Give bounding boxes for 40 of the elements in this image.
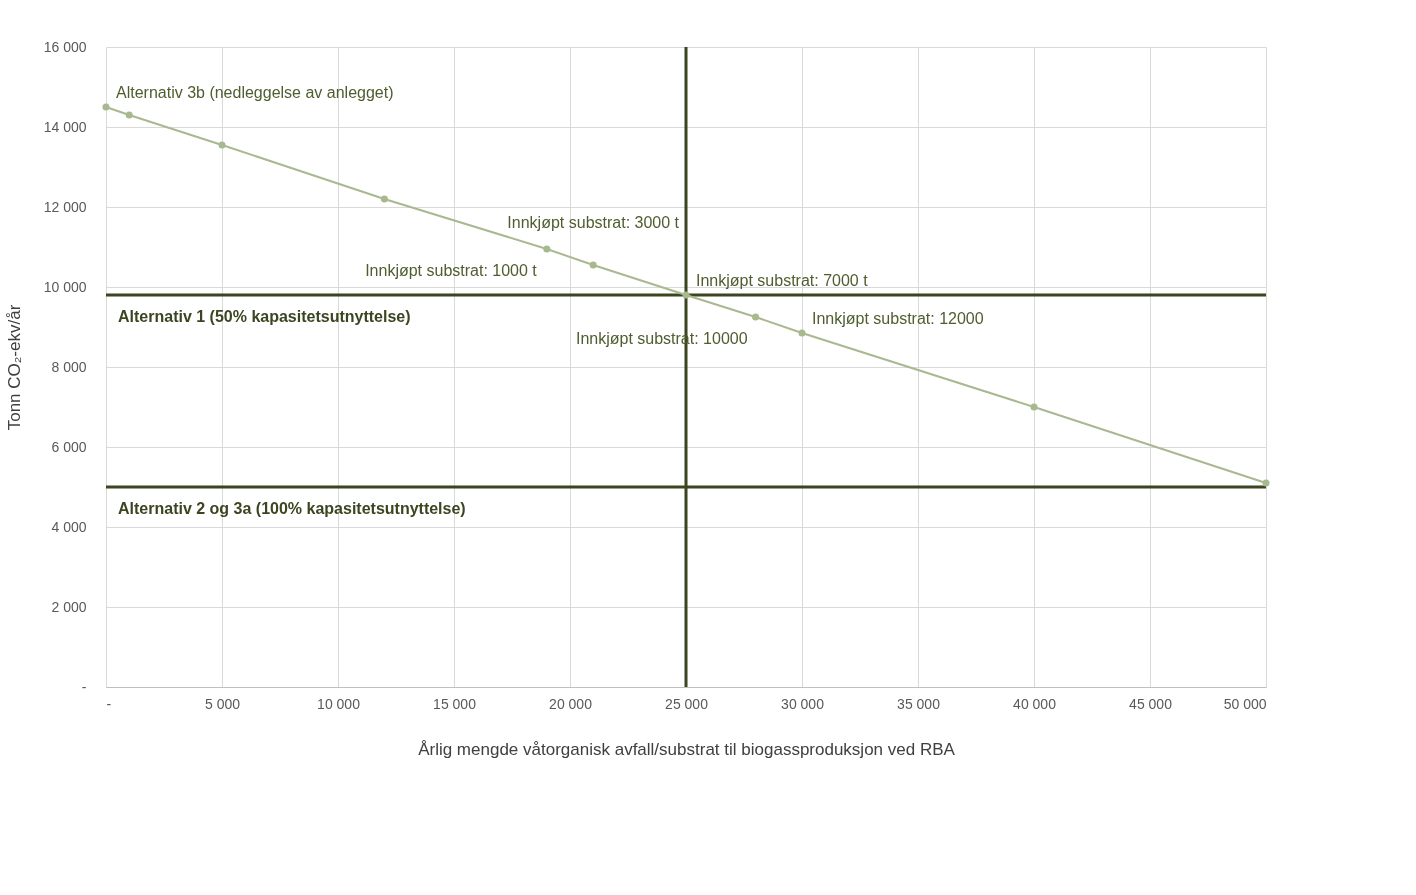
x-tick-label: 30 000: [781, 695, 825, 712]
y-tick-label: -: [81, 678, 87, 695]
annotation: Alternativ 3b (nedleggelse av anlegget): [116, 84, 394, 101]
point: [589, 261, 597, 269]
y-axis-title: Tonn CO₂-ekv/år: [4, 304, 24, 431]
x-tick-label: 25 000: [665, 695, 709, 712]
annotation: Innkjøpt substrat: 1000 t: [365, 262, 538, 279]
point: [1030, 403, 1038, 411]
point: [682, 291, 690, 299]
point: [125, 111, 133, 119]
ref-line-label: Alternativ 2 og 3a (100% kapasitetsutnyttelse): [118, 500, 466, 517]
x-tick-label: -: [106, 695, 112, 712]
point: [380, 195, 388, 203]
annotation: Innkjøpt substrat: 12000: [812, 310, 984, 327]
point: [218, 141, 226, 149]
y-tick-label: 12 000: [43, 198, 87, 215]
x-tick-label: 35 000: [897, 695, 941, 712]
point: [752, 313, 760, 321]
annotation: Innkjøpt substrat: 7000 t: [696, 272, 869, 289]
y-tick-label: 2 000: [51, 598, 87, 615]
x-tick-label: 45 000: [1129, 695, 1173, 712]
y-tick-label: 10 000: [43, 278, 87, 295]
annotation: Innkjøpt substrat: 3000 t: [507, 214, 680, 231]
point: [1262, 479, 1270, 487]
point: [798, 329, 806, 337]
x-axis-title: Årlig mengde våtorganisk avfall/substrat til biogassproduksjon ved RBA: [418, 739, 956, 759]
x-tick-label: 50 000: [1223, 695, 1267, 712]
y-tick-label: 4 000: [51, 518, 87, 535]
point: [102, 103, 110, 111]
x-tick-label: 5 000: [204, 695, 241, 712]
y-tick-label: 14 000: [43, 118, 87, 135]
y-tick-label: 8 000: [51, 358, 87, 375]
x-tick-label: 10 000: [317, 695, 361, 712]
y-tick-label: 6 000: [51, 438, 87, 455]
point: [543, 245, 551, 253]
ref-line-label: Alternativ 1 (50% kapasitetsutnyttelse): [118, 308, 411, 325]
x-tick-label: 15 000: [433, 695, 477, 712]
y-tick-label: 16 000: [43, 38, 87, 55]
x-tick-label: 20 000: [549, 695, 593, 712]
x-tick-label: 40 000: [1013, 695, 1057, 712]
